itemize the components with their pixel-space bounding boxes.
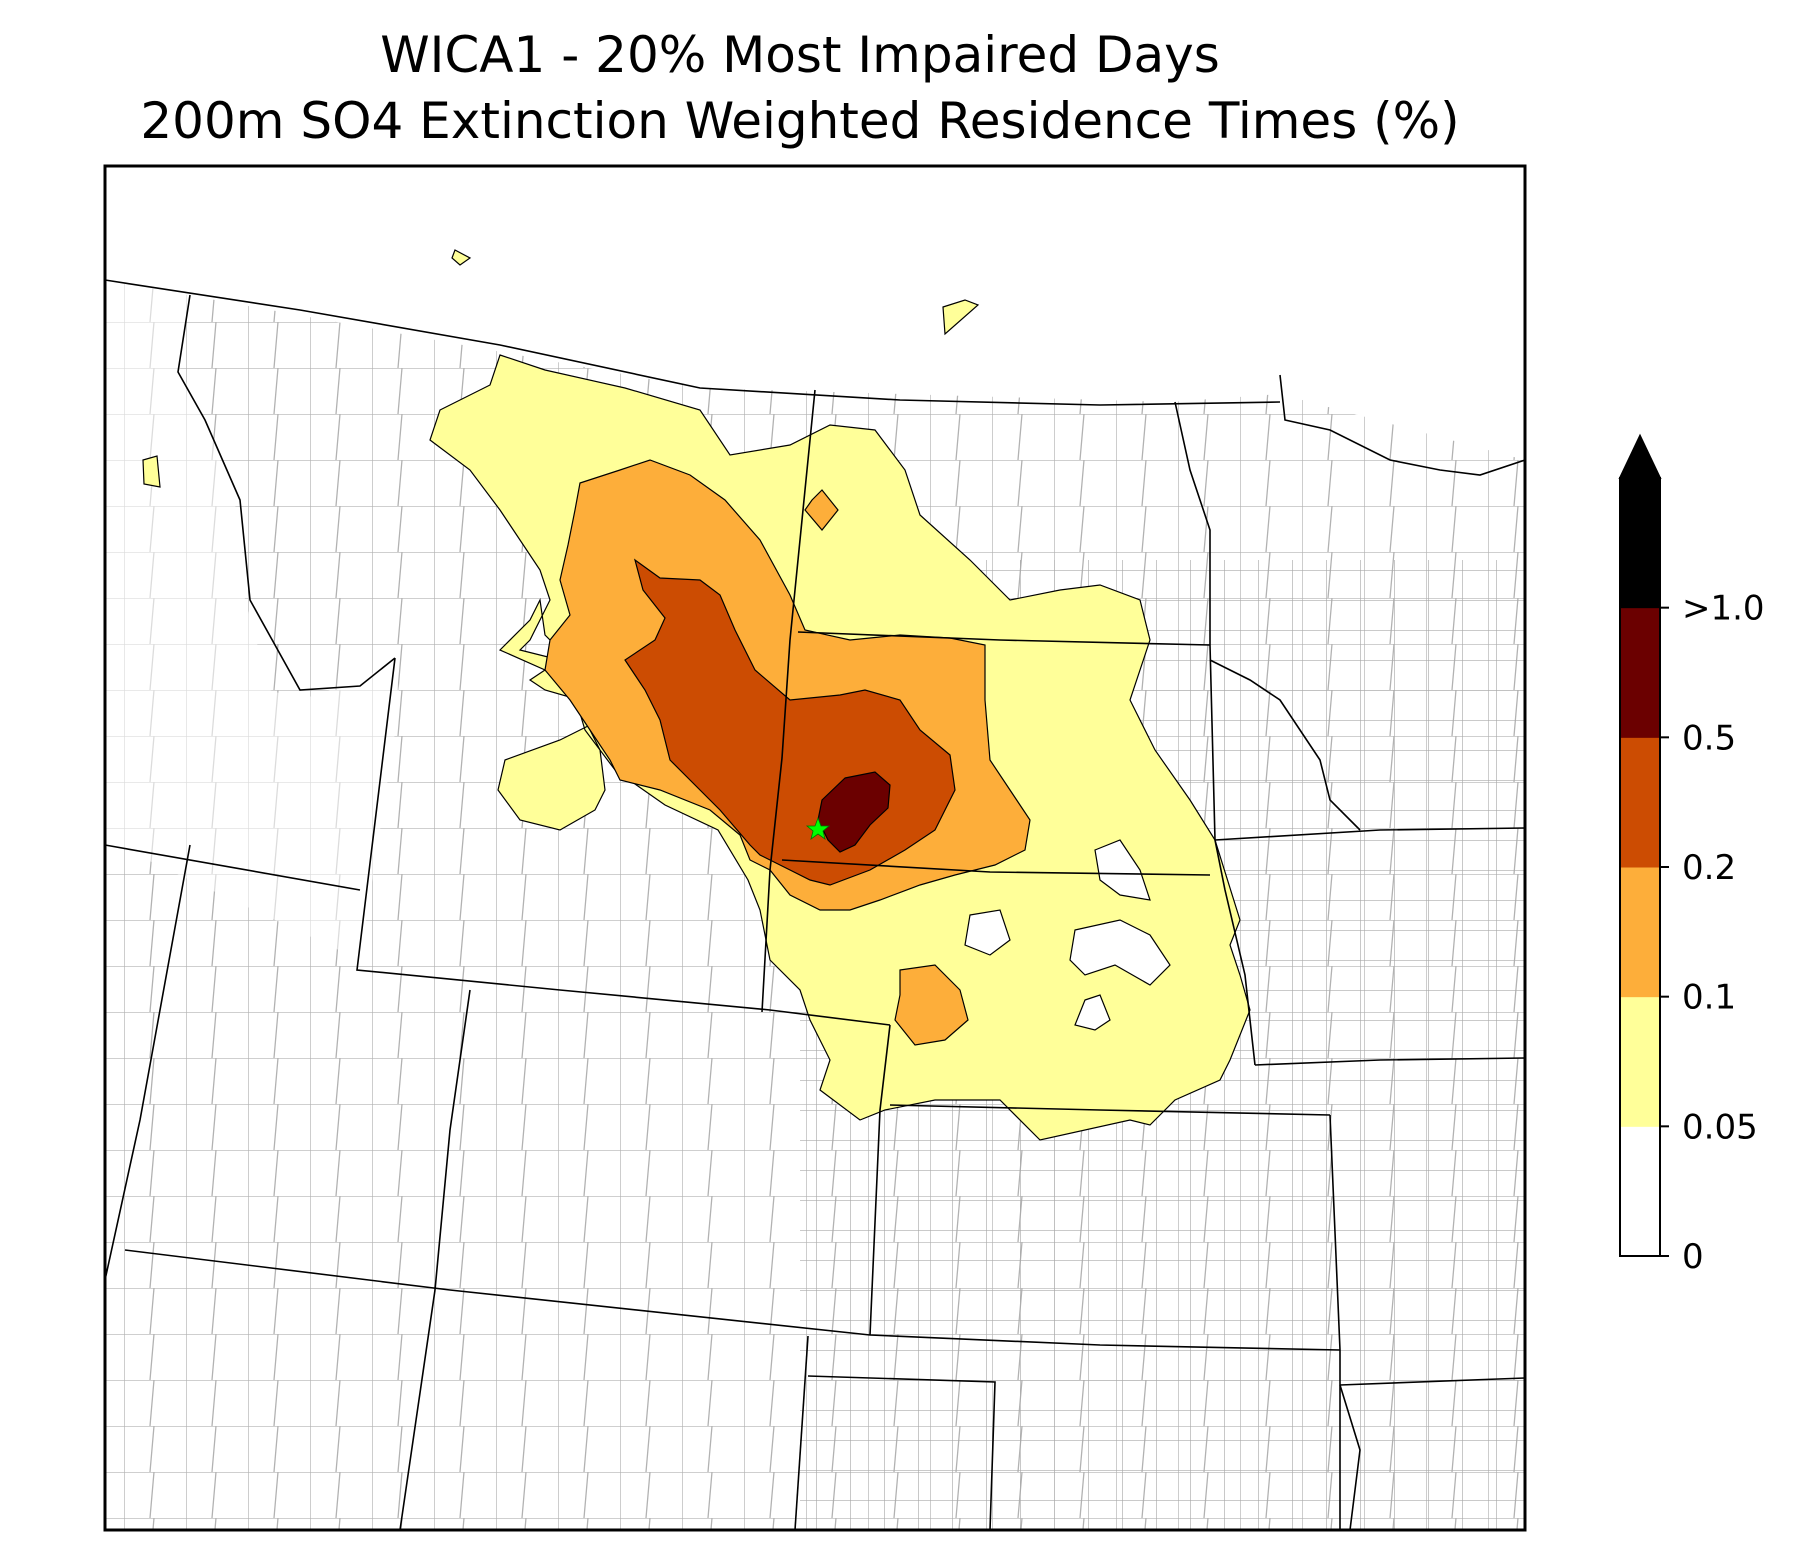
colorbar-band	[1620, 478, 1660, 609]
map-frame	[103, 164, 1527, 1532]
colorbar-band	[1620, 867, 1660, 998]
state-borders	[105, 279, 1525, 1530]
colorbar-tick-label: 0.5	[1682, 718, 1736, 758]
colorbar-tick-label: 0.2	[1682, 848, 1736, 888]
colorbar-ticks: 0 0.05 0.1 0.2 0.5 >1.0	[1660, 589, 1765, 1277]
title-line-1: WICA1 - 20% Most Impaired Days	[380, 26, 1220, 84]
colorbar-band	[1620, 737, 1660, 868]
colorbar-tick-label: 0.1	[1682, 978, 1736, 1018]
colorbar-tick-label: 0	[1682, 1237, 1704, 1277]
contour-level-0.5	[817, 771, 891, 853]
colorbar-tick-label: >1.0	[1682, 589, 1765, 629]
colorbar-band	[1620, 607, 1660, 738]
colorbar-bands	[1620, 478, 1660, 1257]
title-line-2: 200m SO4 Extinction Weighted Residence T…	[140, 92, 1460, 150]
map-area	[105, 166, 1525, 1530]
colorbar-band	[1620, 1126, 1660, 1257]
site-marker-star	[805, 816, 831, 840]
colorbar-tick-label: 0.05	[1682, 1107, 1758, 1147]
colorbar-extend-arrow	[1618, 433, 1662, 479]
canada-border	[105, 279, 1281, 406]
colorbar-band	[1620, 996, 1660, 1127]
map-title: WICA1 - 20% Most Impaired Days 200m SO4 …	[0, 22, 1600, 154]
colorbar: 0 0.05 0.1 0.2 0.5 >1.0	[1618, 433, 1765, 1277]
